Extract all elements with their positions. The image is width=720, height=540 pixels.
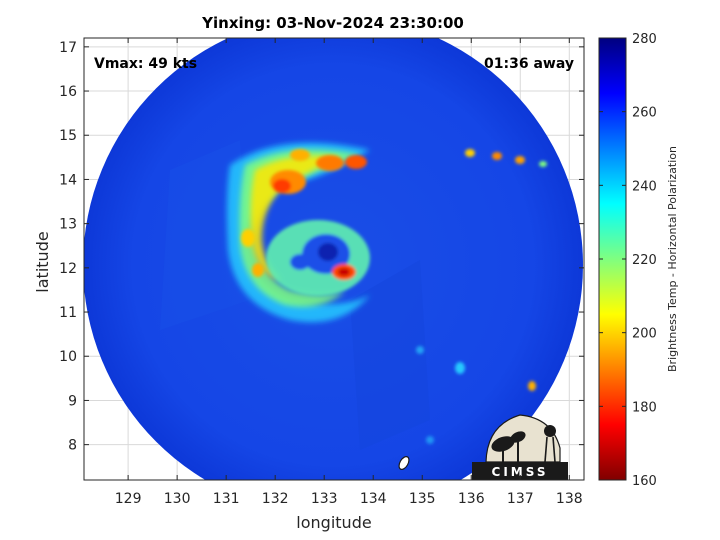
x-tick-label: 135 xyxy=(409,491,436,507)
scan-artifact xyxy=(350,260,430,450)
colorbar-scale xyxy=(598,37,627,481)
eye-region xyxy=(266,220,370,296)
logo-text: CIMSS xyxy=(492,465,549,479)
x-tick-label: 138 xyxy=(556,491,583,507)
y-tick-label: 13 xyxy=(59,217,77,233)
y-tick-label: 11 xyxy=(59,305,77,321)
scattered-cells xyxy=(416,149,547,444)
pin-marker xyxy=(398,456,410,470)
scan-artifact xyxy=(160,140,250,330)
x-axis-ticks: 129 130 131 132 133 134 135 136 137 138 xyxy=(115,38,583,507)
colorbar-tick-label: 280 xyxy=(632,32,657,47)
time-away-annotation: 01:36 away xyxy=(484,56,574,72)
x-axis-label: longitude xyxy=(296,513,371,532)
y-tick-label: 17 xyxy=(59,40,77,56)
colorbar-tick-label: 240 xyxy=(632,179,657,194)
plot-frame xyxy=(83,37,585,481)
x-tick-label: 131 xyxy=(213,491,240,507)
y-tick-label: 10 xyxy=(59,349,77,365)
colorbar-tick-label: 160 xyxy=(632,474,657,489)
y-tick-label: 14 xyxy=(59,172,77,188)
colorbar-ticks: 160 180 200 220 240 260 280 xyxy=(599,32,657,489)
x-tick-label: 137 xyxy=(507,491,534,507)
y-tick-label: 16 xyxy=(59,84,77,100)
x-tick-label: 136 xyxy=(458,491,485,507)
colorbar-tick-label: 180 xyxy=(632,400,657,415)
x-tick-label: 132 xyxy=(262,491,289,507)
x-tick-label: 134 xyxy=(360,491,387,507)
convection-cores xyxy=(241,149,367,277)
colorbar: 160 180 200 220 240 260 280 Brightness Temp - … xyxy=(598,32,679,489)
chart-title: Yinxing: 03-Nov-2024 23:30:00 xyxy=(201,14,464,32)
vmax-annotation: Vmax: 49 kts xyxy=(94,56,197,72)
x-tick-label: 129 xyxy=(115,491,142,507)
y-tick-label: 9 xyxy=(68,393,77,409)
y-tick-label: 15 xyxy=(59,128,77,144)
colorbar-tick-label: 220 xyxy=(632,253,657,268)
cimss-logo: CIMSS xyxy=(472,414,568,480)
colorbar-tick-label: 200 xyxy=(632,327,657,342)
y-tick-label: 8 xyxy=(68,438,77,454)
x-tick-label: 130 xyxy=(164,491,191,507)
heatmap-layer xyxy=(84,38,583,480)
y-axis-label: latitude xyxy=(33,231,52,292)
colorbar-label: Brightness Temp - Horizontal Polarizatio… xyxy=(666,146,679,372)
colorbar-tick-label: 260 xyxy=(632,106,657,121)
x-tick-label: 133 xyxy=(311,491,338,507)
y-tick-label: 12 xyxy=(59,261,77,277)
y-axis-ticks: 8 9 10 11 12 13 14 15 16 17 xyxy=(59,40,584,454)
